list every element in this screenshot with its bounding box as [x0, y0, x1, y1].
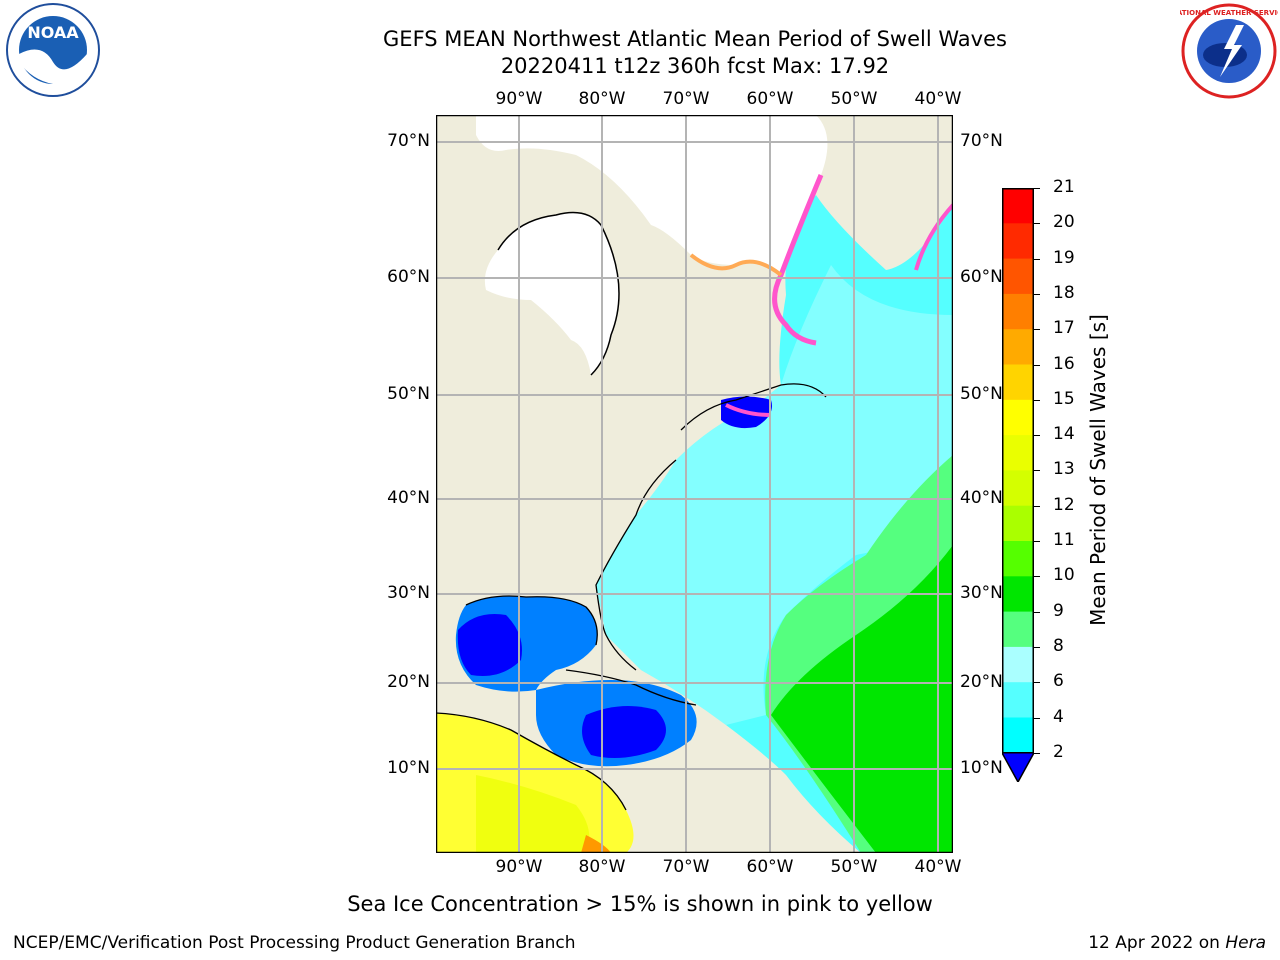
- colorbar-tick-label: 13: [1053, 459, 1075, 480]
- lon-label-top: 40°W: [914, 89, 962, 109]
- colorbar-tick-mark: [1034, 293, 1040, 295]
- lat-label-left: 10°N: [387, 758, 430, 778]
- lat-label-right: 70°N: [960, 131, 1003, 151]
- colorbar-tick-label: 14: [1053, 424, 1075, 445]
- colorbar-tick-mark: [1034, 435, 1040, 437]
- colorbar-tick-mark: [1034, 541, 1040, 542]
- lon-label-bottom: 50°W: [830, 857, 878, 877]
- colorbar-segment: [1002, 258, 1034, 295]
- lon-label-top: 90°W: [495, 89, 543, 109]
- colorbar-tick-mark: [1034, 258, 1040, 260]
- colorbar-segment: [1002, 470, 1034, 507]
- colorbar-segment: [1002, 505, 1034, 542]
- lon-label-top: 50°W: [830, 89, 878, 109]
- date-prefix: 12 Apr 2022 on: [1088, 933, 1226, 953]
- lon-label-bottom: 70°W: [662, 857, 710, 877]
- lat-label-left: 40°N: [387, 488, 430, 508]
- lon-label-bottom: 40°W: [914, 857, 962, 877]
- lat-label-left: 30°N: [387, 583, 430, 603]
- colorbar-tick-label: 15: [1053, 388, 1075, 409]
- lat-label-right: 30°N: [960, 583, 1003, 603]
- credit-text: NCEP/EMC/Verification Post Processing Pr…: [13, 933, 576, 953]
- colorbar-tick-label: 17: [1053, 318, 1075, 339]
- lat-label-right: 60°N: [960, 267, 1003, 287]
- colorbar-tick-mark: [1034, 752, 1040, 754]
- svg-text:NOAA: NOAA: [27, 23, 79, 42]
- colorbar-tick-mark: [1034, 611, 1040, 613]
- chart-subtitle: 20220411 t12z 360h fcst Max: 17.92: [500, 54, 890, 78]
- svg-text:NATIONAL WEATHER SERVICE: NATIONAL WEATHER SERVICE: [1180, 9, 1278, 17]
- graticule: [436, 115, 953, 853]
- arctic-ice: [476, 115, 828, 275]
- lat-label-right: 10°N: [960, 758, 1003, 778]
- colorbar-segment: [1002, 611, 1034, 648]
- colorbar-tick-mark: [1034, 717, 1040, 719]
- colorbar-tick-mark: [1034, 646, 1040, 648]
- lat-label-right: 20°N: [960, 672, 1003, 692]
- colorbar-tick-label: 10: [1053, 565, 1075, 586]
- colorbar-tick-label: 6: [1053, 671, 1064, 692]
- colorbar-tick-mark: [1034, 364, 1040, 366]
- noaa-logo: NOAA: [2, 2, 104, 98]
- colorbar-title: Mean Period of Swell Waves [s]: [1086, 314, 1110, 626]
- colorbar-tick-label: 21: [1053, 177, 1075, 197]
- colorbar-segment: [1002, 646, 1034, 683]
- lon-label-bottom: 80°W: [578, 857, 626, 877]
- lat-label-left: 70°N: [387, 131, 430, 151]
- colorbar-tick-label: 16: [1053, 353, 1075, 374]
- colorbar-extend-arrow: [1000, 752, 1036, 784]
- lat-label-left: 20°N: [387, 672, 430, 692]
- colorbar-tick-label: 4: [1053, 706, 1064, 727]
- colorbar-segment: [1002, 399, 1034, 436]
- colorbar-segment: [1002, 435, 1034, 471]
- colorbar-tick-label: 11: [1053, 530, 1075, 550]
- chart-title: GEFS MEAN Northwest Atlantic Mean Period…: [383, 27, 1007, 51]
- colorbar-tick-label: 2: [1053, 741, 1064, 762]
- lon-label-bottom: 60°W: [746, 857, 794, 877]
- colorbar-segment: [1002, 541, 1034, 577]
- colorbar-segment: [1002, 188, 1034, 224]
- colorbar-tick-mark: [1034, 505, 1040, 507]
- swell-period-map: [435, 114, 954, 854]
- date-system: Hera: [1225, 933, 1266, 953]
- lat-label-left: 60°N: [387, 267, 430, 287]
- colorbar-tick-mark: [1034, 223, 1040, 225]
- colorbar: [1000, 188, 1036, 784]
- colorbar-segment: [1002, 364, 1034, 401]
- colorbar-tick-label: 18: [1053, 282, 1075, 303]
- colorbar-tick-mark: [1034, 329, 1040, 331]
- colorbar-tick-label: 9: [1053, 600, 1064, 621]
- colorbar-tick-mark: [1034, 576, 1040, 578]
- colorbar-segment: [1002, 223, 1034, 260]
- lon-label-top: 70°W: [662, 89, 710, 109]
- nws-logo: NATIONAL WEATHER SERVICE: [1171, 3, 1280, 99]
- colorbar-tick-mark: [1034, 188, 1040, 189]
- colorbar-tick-label: 8: [1053, 635, 1064, 656]
- sea-ice-note: Sea Ice Concentration > 15% is shown in …: [347, 892, 933, 916]
- colorbar-segment: [1002, 329, 1034, 366]
- colorbar-tick-mark: [1034, 399, 1040, 401]
- colorbar-tick-label: 19: [1053, 247, 1075, 268]
- lat-label-right: 50°N: [960, 384, 1003, 404]
- colorbar-segment: [1002, 682, 1034, 719]
- colorbar-tick-label: 20: [1053, 212, 1075, 233]
- date-text: 12 Apr 2022 on Hera: [1088, 933, 1266, 953]
- lat-label-right: 40°N: [960, 488, 1003, 508]
- colorbar-tick-label: 12: [1053, 494, 1075, 515]
- colorbar-segment: [1002, 717, 1034, 754]
- lat-label-left: 50°N: [387, 384, 430, 404]
- lon-label-bottom: 90°W: [495, 857, 543, 877]
- colorbar-tick-mark: [1034, 682, 1040, 684]
- colorbar-segment: [1002, 576, 1034, 613]
- colorbar-segment: [1002, 293, 1034, 330]
- colorbar-tick-mark: [1034, 470, 1040, 472]
- lon-label-top: 80°W: [578, 89, 626, 109]
- lon-label-top: 60°W: [746, 89, 794, 109]
